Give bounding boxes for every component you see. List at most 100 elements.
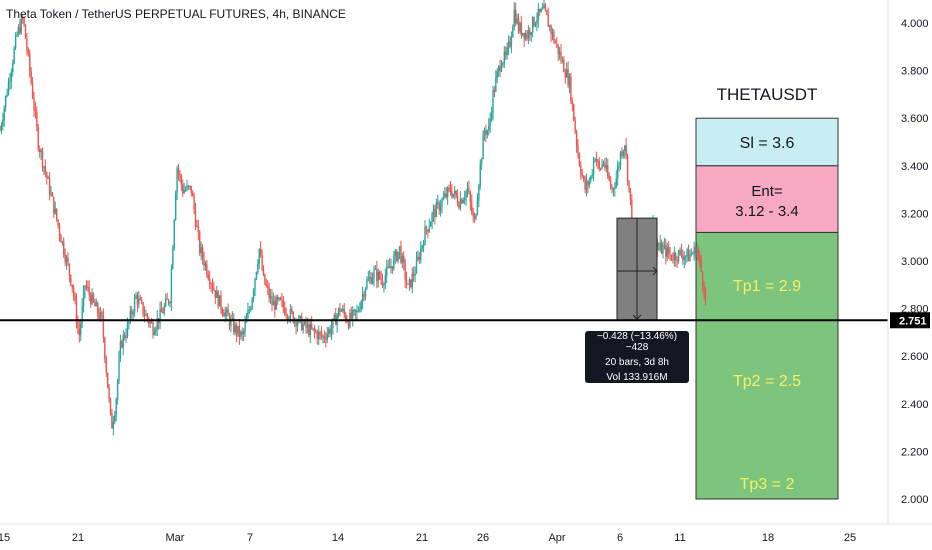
- candle-body: [68, 263, 71, 275]
- candle-body: [407, 283, 409, 285]
- candle-body: [366, 280, 368, 289]
- candle-body: [455, 190, 457, 197]
- candle-body: [267, 286, 269, 288]
- candle-body: [414, 273, 416, 276]
- candle-body: [473, 216, 476, 219]
- candle-body: [88, 287, 90, 296]
- candle-body: [472, 212, 474, 217]
- stop-zone: [695, 117, 839, 167]
- candle-body: [140, 299, 143, 303]
- candle-body: [47, 177, 49, 179]
- candle-body: [465, 191, 467, 199]
- candle-body: [493, 90, 496, 92]
- candle-body: [184, 189, 187, 191]
- candle-body: [97, 302, 99, 314]
- candle-body: [663, 245, 666, 247]
- candle-body: [547, 15, 549, 27]
- candle-body: [665, 245, 667, 257]
- candle-body: [567, 69, 569, 86]
- candle-body: [578, 155, 581, 166]
- candle-body: [401, 255, 404, 263]
- candle-body: [278, 297, 280, 300]
- candle-body: [67, 257, 69, 264]
- candle-body: [546, 10, 548, 16]
- candle-body: [395, 250, 398, 261]
- price-line-badge-label: 2.751: [899, 315, 927, 327]
- candle-body: [369, 277, 371, 279]
- candle-body: [224, 312, 226, 317]
- candle-body: [557, 44, 559, 55]
- candle-body: [172, 248, 174, 269]
- candle-body: [585, 181, 588, 190]
- candle-body: [390, 266, 392, 269]
- candle-body: [571, 101, 574, 105]
- candle-body: [10, 72, 13, 81]
- candle-body: [51, 193, 54, 197]
- candle-body: [393, 256, 395, 270]
- candle-body: [176, 168, 178, 194]
- candle-body: [179, 173, 181, 176]
- candle-body: [612, 188, 615, 190]
- candle-body: [271, 296, 273, 306]
- candle-body: [122, 334, 124, 348]
- candle-body: [475, 214, 477, 219]
- candle-body: [428, 226, 430, 232]
- candle-body: [451, 191, 453, 197]
- candle-body: [208, 278, 211, 284]
- candle-body: [109, 398, 112, 413]
- candle-body: [323, 336, 326, 339]
- candle-body: [622, 150, 625, 156]
- candle-body: [149, 321, 151, 324]
- candle-body: [95, 302, 98, 307]
- candle-body: [438, 202, 440, 211]
- candle-body: [197, 226, 200, 233]
- candle-body: [75, 300, 78, 323]
- candle-body: [72, 287, 75, 297]
- candle-body: [138, 298, 140, 305]
- entry-zone: [695, 165, 839, 233]
- candle-body: [210, 283, 212, 285]
- candle-body: [697, 249, 700, 256]
- candle-body: [105, 358, 107, 373]
- candle-body: [679, 250, 681, 252]
- candle-body: [292, 311, 294, 323]
- candle-body: [13, 48, 15, 64]
- candle-body: [316, 332, 319, 340]
- candle-body: [244, 322, 246, 331]
- candle-body: [662, 246, 664, 254]
- candle-body: [427, 229, 429, 232]
- candle-body: [675, 253, 677, 261]
- candle-body: [339, 308, 341, 312]
- candle-body: [373, 269, 375, 279]
- candle-body: [218, 295, 221, 307]
- candle-body: [412, 273, 415, 276]
- candle-body: [156, 318, 158, 329]
- candle-body: [684, 255, 687, 258]
- candle-body: [418, 256, 421, 260]
- candle-body: [194, 209, 197, 227]
- candle-body: [500, 65, 503, 72]
- candle-body: [16, 34, 18, 36]
- candle-body: [628, 180, 630, 189]
- candle-body: [251, 298, 253, 309]
- y-tick-label: 3.600: [901, 113, 929, 125]
- candle-body: [312, 327, 314, 329]
- candle-body: [30, 70, 32, 84]
- candle-body: [541, 8, 544, 10]
- candle-body: [71, 284, 73, 288]
- candle-body: [220, 295, 222, 309]
- candle-body: [384, 275, 387, 285]
- candle-body: [299, 316, 302, 318]
- candle-body: [631, 199, 633, 224]
- candle-body: [238, 325, 241, 337]
- x-tick-label: 14: [332, 532, 344, 544]
- candle-body: [257, 264, 259, 272]
- candle-body: [570, 76, 572, 102]
- candle-body: [458, 204, 460, 209]
- candle-body: [318, 331, 320, 340]
- candle-body: [55, 208, 58, 220]
- candle-body: [155, 328, 157, 333]
- candle-body: [364, 288, 367, 297]
- measure-volume: Vol 133.916M: [606, 372, 668, 383]
